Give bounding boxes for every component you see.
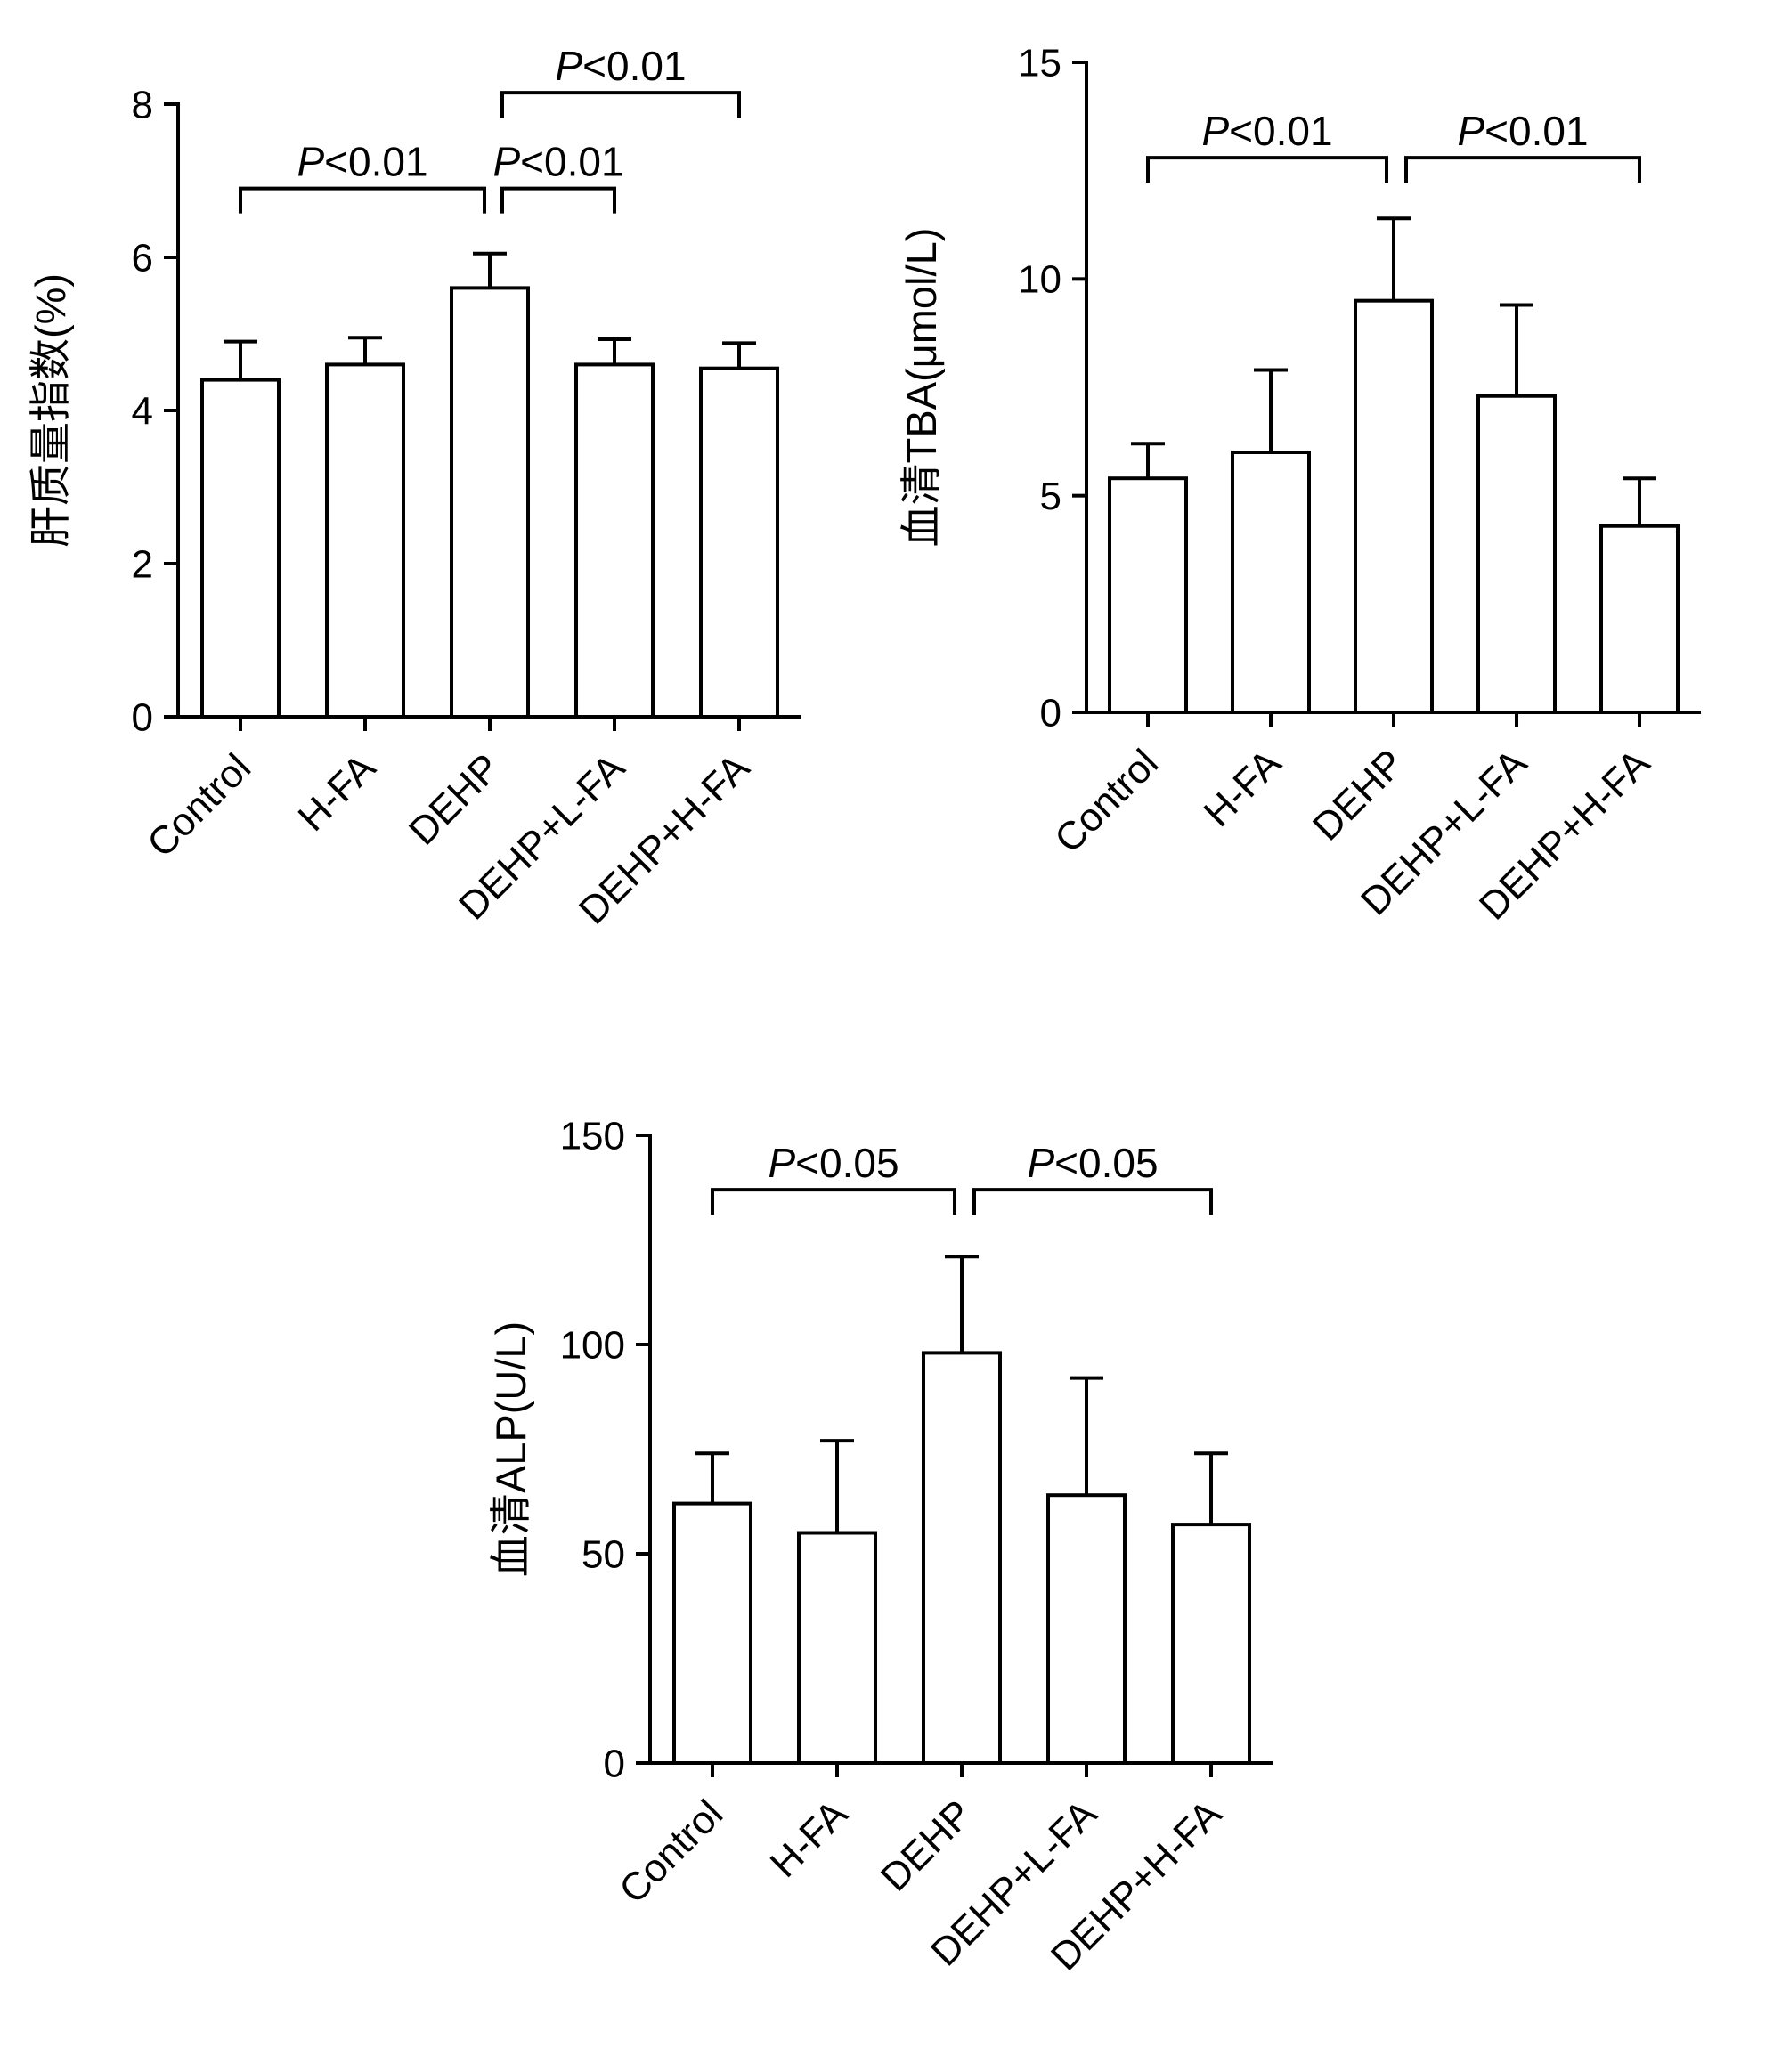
significance-label: P<0.01 (1201, 108, 1332, 154)
y-tick-label: 4 (132, 389, 153, 433)
bar-DEHP+H-FA (1599, 524, 1680, 714)
bar-DEHP+L-FA (574, 362, 655, 719)
category-label: H-FA (762, 1792, 857, 1886)
y-tick-label: 15 (1018, 41, 1061, 85)
y-axis-title: 肝质量指数(%) (27, 273, 74, 548)
y-axis-title: 血清ALP(U/L) (487, 1321, 534, 1577)
bar-Control (672, 1501, 752, 1765)
bar-DEHP (922, 1351, 1002, 1765)
significance-label: P<0.05 (1027, 1140, 1158, 1186)
bar-DEHP (1354, 298, 1434, 714)
bar-Control (1108, 476, 1188, 714)
y-axis-title: 血清TBA(μmol/L) (898, 228, 945, 548)
significance-label: P<0.05 (768, 1140, 899, 1186)
y-tick-label: 6 (132, 236, 153, 280)
y-tick-label: 0 (604, 1742, 625, 1785)
y-tick-label: 0 (1040, 691, 1061, 735)
significance-bracket (711, 1188, 956, 1215)
y-tick-label: 100 (560, 1323, 625, 1367)
y-tick-label: 10 (1018, 258, 1061, 302)
significance-label: P<0.01 (492, 139, 623, 185)
bar-H-FA (797, 1531, 877, 1765)
significance-label: P<0.01 (297, 139, 427, 185)
y-tick-label: 150 (560, 1114, 625, 1158)
significance-bracket (972, 1188, 1213, 1215)
bar-DEHP+L-FA (1476, 394, 1557, 714)
category-label: Control (1046, 741, 1167, 861)
category-label: H-FA (290, 745, 385, 840)
significance-bracket (1404, 156, 1641, 183)
bar-DEHP+L-FA (1046, 1493, 1127, 1765)
significance-label: P<0.01 (1457, 108, 1588, 154)
significance-bracket (500, 186, 616, 214)
y-tick-label: 50 (582, 1532, 625, 1576)
y-tick-label: 8 (132, 83, 153, 126)
category-label: DEHP (1305, 741, 1412, 849)
y-tick-label: 5 (1040, 475, 1061, 518)
category-label: DEHP (873, 1792, 980, 1899)
bar-H-FA (1231, 451, 1311, 714)
category-label: DEHP (401, 745, 508, 853)
bar-Control (200, 378, 281, 719)
significance-label: P<0.01 (555, 43, 686, 89)
bar-DEHP (450, 286, 530, 719)
bar-H-FA (325, 362, 405, 719)
category-label: H-FA (1196, 741, 1290, 835)
significance-bracket (239, 186, 486, 214)
significance-bracket (1146, 156, 1388, 183)
category-label: Control (139, 745, 259, 865)
significance-bracket (500, 91, 741, 118)
category-label: Control (611, 1792, 731, 1912)
y-tick-label: 0 (132, 695, 153, 739)
bar-DEHP+H-FA (699, 366, 779, 719)
y-tick-label: 2 (132, 542, 153, 586)
bar-DEHP+H-FA (1171, 1523, 1251, 1765)
